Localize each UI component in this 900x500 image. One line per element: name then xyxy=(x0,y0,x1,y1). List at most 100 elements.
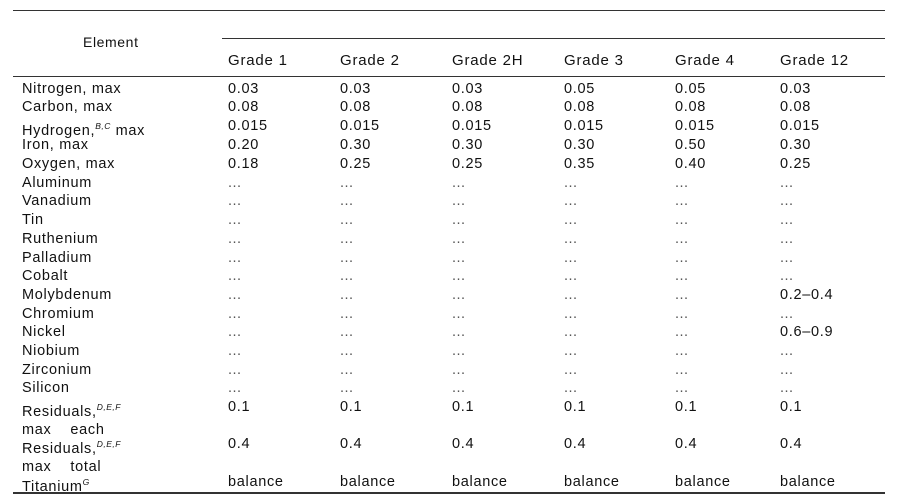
composition-value: ... xyxy=(340,362,354,378)
composition-value: 0.4 xyxy=(675,436,698,452)
element-name: Cobalt xyxy=(22,268,69,284)
composition-value: ... xyxy=(452,175,466,191)
composition-value: ... xyxy=(564,193,578,209)
composition-value: ... xyxy=(564,287,578,303)
composition-value: balance xyxy=(340,474,396,490)
composition-value: 0.1 xyxy=(780,399,803,415)
element-label: Chromium xyxy=(22,305,94,323)
element-name: Niobium xyxy=(22,343,81,359)
element-label: Hydrogen,B,C max xyxy=(22,117,145,140)
element-name: Tin xyxy=(22,212,44,228)
composition-value: 0.30 xyxy=(564,137,596,153)
element-name: Aluminum xyxy=(22,175,93,191)
element-name: Hydrogen, xyxy=(22,123,96,139)
composition-value: ... xyxy=(452,231,466,247)
element-name: Residuals, xyxy=(22,441,97,457)
composition-value: 0.015 xyxy=(452,118,492,134)
composition-value: ... xyxy=(340,287,354,303)
table-top-rule xyxy=(13,10,885,11)
composition-value: ... xyxy=(675,175,689,191)
composition-value: ... xyxy=(228,231,242,247)
composition-value: 0.015 xyxy=(675,118,715,134)
element-label: Aluminum xyxy=(22,174,92,192)
grade-header-1: Grade 1 xyxy=(228,52,288,69)
composition-value: ... xyxy=(675,212,689,228)
composition-value: ... xyxy=(675,193,689,209)
composition-value: ... xyxy=(340,175,354,191)
composition-value: 0.015 xyxy=(780,118,820,134)
element-label: Nickel xyxy=(22,323,66,341)
composition-value: 0.4 xyxy=(452,436,475,452)
element-name: Palladium xyxy=(22,250,92,266)
composition-value: ... xyxy=(228,362,242,378)
composition-value: 0.03 xyxy=(780,81,812,97)
composition-value: ... xyxy=(228,324,242,340)
composition-value: ... xyxy=(452,380,466,396)
composition-value: 0.35 xyxy=(564,156,596,172)
composition-value: 0.08 xyxy=(228,99,260,115)
element-name: Titanium xyxy=(22,479,83,495)
composition-value: ... xyxy=(340,324,354,340)
element-name: Ruthenium xyxy=(22,231,99,247)
element-name: Oxygen, max xyxy=(22,156,116,172)
composition-value: ... xyxy=(675,343,689,359)
element-label: Molybdenum xyxy=(22,286,112,304)
composition-value: ... xyxy=(564,268,578,284)
composition-value: ... xyxy=(564,362,578,378)
footnote-marker: G xyxy=(82,477,90,487)
footnote-marker: D,E,F xyxy=(96,439,121,449)
composition-value: ... xyxy=(228,343,242,359)
table-header-rule xyxy=(222,38,885,39)
element-label: Oxygen, max xyxy=(22,155,115,173)
composition-value: 0.25 xyxy=(780,156,812,172)
composition-value: ... xyxy=(452,212,466,228)
composition-value: ... xyxy=(340,268,354,284)
element-column-header: Element xyxy=(83,34,139,50)
composition-value: ... xyxy=(452,324,466,340)
footnote-marker: D,E,F xyxy=(96,402,121,412)
composition-value: 0.08 xyxy=(675,99,707,115)
composition-value: 0.05 xyxy=(564,81,596,97)
composition-value: ... xyxy=(228,287,242,303)
composition-value: ... xyxy=(340,380,354,396)
element-name: Molybdenum xyxy=(22,287,113,303)
composition-value: ... xyxy=(675,250,689,266)
element-label: Carbon, max xyxy=(22,98,113,116)
element-label: Tin xyxy=(22,211,44,229)
composition-value: 0.2–0.4 xyxy=(780,287,834,303)
composition-value: ... xyxy=(780,193,794,209)
composition-value: 0.05 xyxy=(675,81,707,97)
composition-value: balance xyxy=(452,474,508,490)
composition-value: ... xyxy=(675,324,689,340)
element-name: Chromium xyxy=(22,306,95,322)
composition-value: 0.1 xyxy=(452,399,475,415)
composition-value: ... xyxy=(675,268,689,284)
composition-value: ... xyxy=(340,212,354,228)
element-name: Residuals, xyxy=(22,404,97,420)
composition-value: ... xyxy=(452,343,466,359)
composition-value: ... xyxy=(780,250,794,266)
element-name: Iron, max xyxy=(22,137,89,153)
composition-value: 0.40 xyxy=(675,156,707,172)
composition-value: 0.25 xyxy=(340,156,372,172)
element-label: Vanadium xyxy=(22,192,92,210)
composition-value: 0.08 xyxy=(564,99,596,115)
composition-value: 0.30 xyxy=(340,137,372,153)
composition-value: ... xyxy=(340,343,354,359)
composition-value: ... xyxy=(564,343,578,359)
composition-value: ... xyxy=(675,380,689,396)
composition-value: ... xyxy=(564,175,578,191)
footnote-marker: B,C xyxy=(95,121,111,131)
table-subheader-rule xyxy=(13,76,885,77)
grade-header-2h: Grade 2H xyxy=(452,52,524,69)
composition-value: 0.30 xyxy=(780,137,812,153)
composition-value: ... xyxy=(340,231,354,247)
composition-value: 0.50 xyxy=(675,137,707,153)
composition-value: 0.08 xyxy=(452,99,484,115)
composition-value: ... xyxy=(675,231,689,247)
element-label: Silicon xyxy=(22,379,70,397)
composition-value: balance xyxy=(780,474,836,490)
composition-value: ... xyxy=(564,380,578,396)
composition-value: ... xyxy=(564,212,578,228)
composition-value: 0.03 xyxy=(340,81,372,97)
